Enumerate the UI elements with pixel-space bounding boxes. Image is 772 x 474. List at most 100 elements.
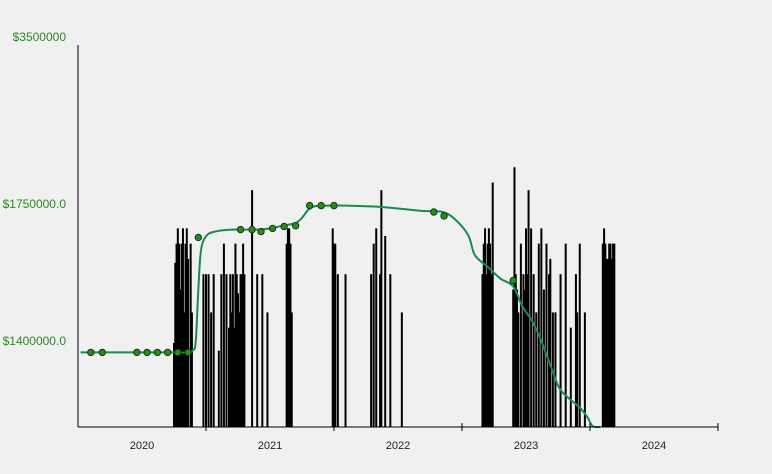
x-tick-label: 2020 <box>130 440 154 452</box>
volume-bar <box>231 274 234 427</box>
volume-bar <box>603 228 606 427</box>
x-tick-label: 2024 <box>642 440 666 452</box>
event-marker <box>143 348 151 357</box>
event-marker <box>509 276 517 285</box>
volume-bar <box>482 243 485 427</box>
volume-bar <box>344 274 347 427</box>
event-marker <box>133 348 141 357</box>
volume-bar <box>210 312 213 427</box>
volume-bar <box>228 327 231 427</box>
volume-bar <box>207 274 210 427</box>
volume-bar <box>242 243 245 427</box>
event-marker <box>87 348 95 357</box>
event-marker <box>330 201 338 210</box>
volume-bar <box>229 274 232 427</box>
volume-bar <box>238 312 241 427</box>
volume-bar <box>527 190 530 427</box>
volume-bar <box>234 243 237 427</box>
volume-bar <box>212 274 215 427</box>
volume-bar <box>513 167 516 428</box>
volume-bar <box>372 243 375 427</box>
volume-bar <box>288 228 291 427</box>
volume-bar <box>601 243 604 427</box>
volume-bar <box>574 274 577 427</box>
volume-bar <box>240 274 243 427</box>
volume-bar <box>583 312 586 427</box>
volume-bar <box>217 350 220 427</box>
volume-bar <box>512 289 515 427</box>
volume-bar <box>490 274 493 427</box>
volume-bar <box>222 243 225 427</box>
event-marker <box>236 225 245 234</box>
x-tick-label: 2022 <box>386 440 410 452</box>
volume-bar <box>605 258 608 427</box>
volume-bar <box>559 274 562 427</box>
volume-bar <box>261 274 264 427</box>
volume-bar <box>526 274 529 427</box>
event-marker <box>163 348 172 357</box>
volume-bar <box>400 312 403 427</box>
volume-bar <box>370 274 373 427</box>
volume-bar <box>485 274 488 427</box>
price-line <box>80 204 601 429</box>
volume-bar <box>184 243 187 427</box>
volume-bar <box>519 243 522 427</box>
volume-bar <box>251 190 254 427</box>
volume-bar <box>202 274 205 427</box>
volume-bar <box>542 289 545 427</box>
volume-bar <box>530 228 533 427</box>
event-marker <box>291 222 300 230</box>
volume-bar <box>486 243 489 427</box>
y-tick-label: $3500000 <box>13 30 67 44</box>
volume-bar <box>379 274 382 427</box>
event-marker <box>257 227 265 236</box>
volume-bar <box>285 243 288 427</box>
volume-bar <box>173 342 175 427</box>
volume-bar <box>233 327 236 427</box>
volume-bar <box>545 243 548 427</box>
volume-bar <box>220 274 223 427</box>
y-tick-label: $1400000.0 <box>3 334 67 348</box>
event-marker <box>98 348 107 357</box>
volume-bar <box>175 243 178 427</box>
event-marker <box>153 348 162 357</box>
volume-bar <box>548 274 551 427</box>
volume-bar <box>187 258 190 427</box>
volume-bar <box>174 262 177 427</box>
event-marker <box>305 201 314 210</box>
volume-bar <box>489 243 492 427</box>
volume-bar <box>384 236 387 427</box>
volume-bar <box>286 228 289 427</box>
event-marker <box>317 201 325 210</box>
volume-bar <box>266 312 269 427</box>
event-marker <box>184 348 192 357</box>
volume-bar <box>380 190 383 427</box>
event-marker <box>280 222 288 231</box>
volume-bar <box>613 243 616 427</box>
volume-bar <box>290 312 293 427</box>
volume-bar <box>564 243 567 427</box>
volume-bar <box>549 258 552 427</box>
volume-bar <box>333 243 335 427</box>
volume-bar <box>243 274 246 427</box>
y-tick-label: $1750000.0 <box>3 197 67 211</box>
volume-bar <box>178 243 181 427</box>
event-marker <box>268 224 277 233</box>
volume-bar <box>189 243 192 427</box>
volume-bar <box>179 289 182 427</box>
volume-bar <box>183 312 186 427</box>
volume-bar <box>289 243 292 427</box>
volume-bar <box>176 228 179 427</box>
volume-bar <box>484 228 487 427</box>
volume-bar <box>569 327 572 427</box>
volume-bar <box>336 274 339 427</box>
volume-bar <box>334 243 337 427</box>
event-marker <box>194 233 203 242</box>
volume-bar <box>190 312 193 427</box>
volume-bar <box>578 243 581 427</box>
volume-bar <box>487 228 490 427</box>
volume-bar <box>256 274 259 427</box>
event-marker <box>430 208 438 216</box>
volume-bar <box>604 243 607 427</box>
